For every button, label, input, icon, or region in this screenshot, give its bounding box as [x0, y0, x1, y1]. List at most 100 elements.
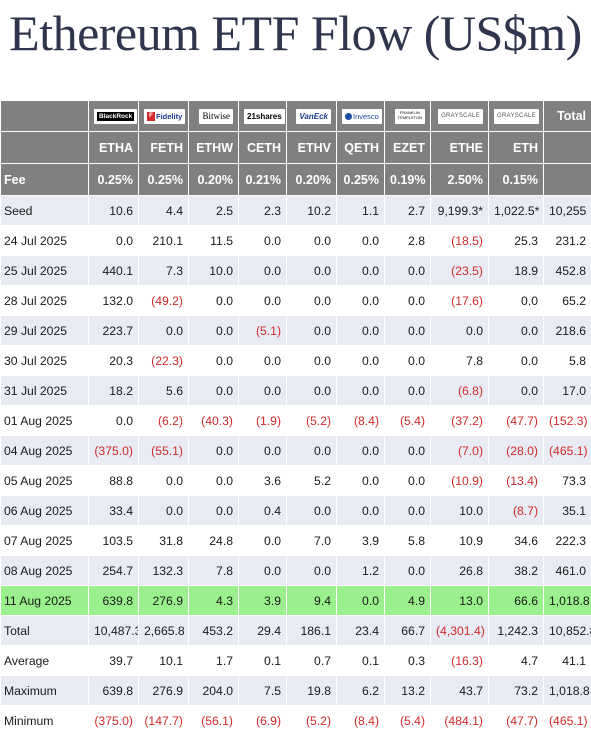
flow-cell: 34.6 — [488, 525, 544, 556]
flow-cell: (17.6) — [430, 285, 489, 316]
ticker-etha: ETHA — [88, 131, 139, 164]
flow-cell: 88.8 — [88, 465, 139, 496]
flow-cell: (375.0) — [88, 705, 139, 736]
flow-cell: 0.0 — [430, 315, 489, 346]
flow-cell: (6.8) — [430, 375, 489, 406]
flow-cell: 639.8 — [88, 585, 139, 616]
flow-cell: 254.7 — [88, 555, 139, 586]
flow-cell: 9.4 — [286, 585, 337, 616]
flow-cell: (47.7) — [488, 705, 544, 736]
fee-feth: 0.25% — [138, 163, 189, 196]
table-row: Seed 10.6 4.4 2.5 2.3 10.2 1.1 2.7 9,199.3* 1,022… — [0, 195, 591, 226]
flow-cell: 0.0 — [238, 525, 287, 556]
flow-cell: 33.4 — [88, 495, 139, 526]
flow-cell: 10.0 — [430, 495, 489, 526]
flow-cell: 29.4 — [238, 615, 287, 646]
flow-cell: 38.2 — [488, 555, 544, 586]
flow-cell: (8.7) — [488, 495, 544, 526]
table-row: 05 Aug 2025 88.8 0.0 0.0 3.6 5.2 0.0 0.0 (10.9)(… — [0, 465, 591, 496]
flow-cell: 66.6 — [488, 585, 544, 616]
flow-cell: 0.0 — [138, 495, 189, 526]
flow-cell: 0.0 — [336, 435, 385, 466]
flow-cell: 0.0 — [384, 315, 431, 346]
row-total-cell: 461.0 — [543, 555, 591, 586]
flow-cell: (55.1) — [138, 435, 189, 466]
row-label: Maximum — [0, 675, 89, 706]
shares-logo-text: 21shares — [244, 108, 285, 124]
flow-cell: (8.4) — [336, 705, 385, 736]
franklin-logo-text-2: TEMPLETON — [397, 114, 422, 120]
row-total-cell: 1,018.8 — [543, 585, 591, 616]
etf-flow-table: BlackRock F Fidelity Bitwise 21shares Van… — [0, 100, 591, 736]
franklin-logo-text-1: FRANKLIN — [399, 109, 420, 115]
ticker-feth: FETH — [138, 131, 189, 164]
flow-cell: (6.2) — [138, 405, 189, 436]
flow-cell: 0.0 — [488, 345, 544, 376]
table-row: Minimum (375.0) (147.7) (56.1) (6.9) (5.2) (8.… — [0, 705, 591, 736]
blackrock-logo-text: BlackRock — [97, 111, 135, 121]
flow-cell: 5.6 — [138, 375, 189, 406]
flow-cell: 0.0 — [384, 375, 431, 406]
flow-cell: 7.3 — [138, 255, 189, 286]
flow-cell: 0.1 — [238, 645, 287, 676]
flow-cell: 18.2 — [88, 375, 139, 406]
row-label: Total — [0, 615, 89, 646]
ticker-total-cell — [543, 131, 591, 164]
row-total-cell: 17.0 — [543, 375, 591, 406]
table-row: 11 Aug 2025 639.8 276.9 4.3 3.9 9.4 0.0 4.9 13.0… — [0, 585, 591, 616]
flow-cell: 0.0 — [88, 405, 139, 436]
flow-cell: 10.2 — [286, 195, 337, 226]
flow-cell: 0.0 — [286, 225, 337, 256]
flow-cell: 0.0 — [88, 225, 139, 256]
flow-cell: 0.7 — [286, 645, 337, 676]
flow-cell: 210.1 — [138, 225, 189, 256]
row-label: 04 Aug 2025 — [0, 435, 89, 466]
flow-cell: 0.0 — [286, 285, 337, 316]
row-label: 01 Aug 2025 — [0, 405, 89, 436]
row-label: 07 Aug 2025 — [0, 525, 89, 556]
flow-cell: (7.0) — [430, 435, 489, 466]
fee-ethv: 0.20% — [286, 163, 337, 196]
flow-cell: 10.0 — [188, 255, 239, 286]
flow-cell: (49.2) — [138, 285, 189, 316]
flow-cell: (37.2) — [430, 405, 489, 436]
table-row: 30 Jul 2025 20.3 (22.3) 0.0 0.0 0.0 0.0 0.0 7.8 0… — [0, 345, 591, 376]
flow-cell: 0.0 — [238, 375, 287, 406]
flow-cell: 4.7 — [488, 645, 544, 676]
fee-ethe: 2.50% — [430, 163, 489, 196]
flow-cell: 0.0 — [238, 225, 287, 256]
row-total-cell: 41.1 — [543, 645, 591, 676]
flow-cell: 2.5 — [188, 195, 239, 226]
flow-cell: (10.9) — [430, 465, 489, 496]
invesco-logo-text: Invesco — [353, 111, 379, 121]
flow-cell: (18.5) — [430, 225, 489, 256]
row-total-cell: (465.1) — [543, 435, 591, 466]
flow-cell: (5.2) — [286, 405, 337, 436]
flow-cell: (5.2) — [286, 705, 337, 736]
fee-ethw: 0.20% — [188, 163, 239, 196]
issuer-logo-vaneck: VanEck — [286, 100, 337, 132]
vaneck-logo-text: VanEck — [299, 111, 328, 121]
flow-cell: (5.4) — [384, 705, 431, 736]
flow-cell: (4,301.4) — [430, 615, 489, 646]
flow-cell: (6.9) — [238, 705, 287, 736]
flow-cell: 0.0 — [188, 465, 239, 496]
flow-cell: 4.3 — [188, 585, 239, 616]
flow-cell: 0.0 — [336, 375, 385, 406]
table-row: 25 Jul 2025 440.1 7.3 10.0 0.0 0.0 0.0 0.0 (23.5… — [0, 255, 591, 286]
row-total-cell: 10,255 — [543, 195, 591, 226]
table-row: 07 Aug 2025 103.5 31.8 24.8 0.0 7.0 3.9 5.8 10.9… — [0, 525, 591, 556]
flow-cell: 1.7 — [188, 645, 239, 676]
flow-cell: 132.0 — [88, 285, 139, 316]
flow-cell: 0.0 — [188, 375, 239, 406]
flow-cell: 0.0 — [188, 495, 239, 526]
flow-cell: 0.0 — [336, 315, 385, 346]
flow-cell: 4.4 — [138, 195, 189, 226]
total-header: Total — [543, 100, 591, 132]
flow-cell: 0.0 — [188, 285, 239, 316]
fee-qeth: 0.25% — [336, 163, 385, 196]
row-total-cell: 231.2 — [543, 225, 591, 256]
flow-cell: 0.0 — [286, 555, 337, 586]
table-row: 31 Jul 2025 18.2 5.6 0.0 0.0 0.0 0.0 0.0 (6.8) 0.… — [0, 375, 591, 406]
flow-cell: 0.0 — [384, 555, 431, 586]
